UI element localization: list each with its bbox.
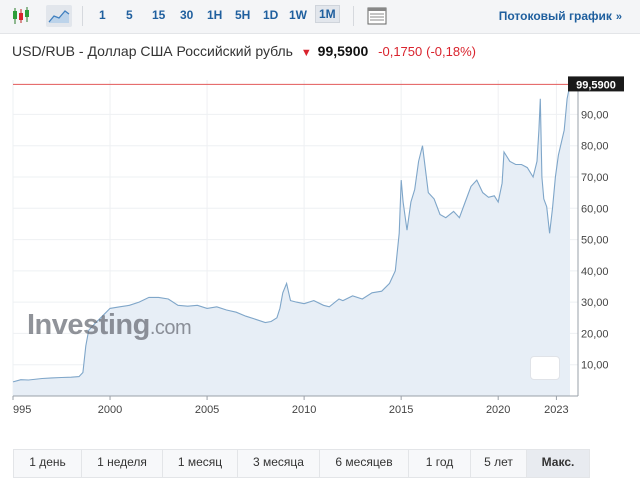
x-tick-label: 995 (13, 404, 31, 416)
investing-watermark-logo: Investing.com (27, 309, 192, 342)
y-tick-label: 10,00 (581, 360, 609, 372)
area-chart-icon[interactable] (46, 5, 72, 27)
last-price-box (568, 76, 624, 92)
y-tick-label: 20,00 (581, 328, 609, 340)
x-tick-label: 2005 (195, 404, 219, 416)
x-axis-labels: 995 2000 2005 2010 2015 2020 2023 (12, 396, 569, 416)
watermark-suffix: .com (149, 317, 192, 339)
y-tick-label: 70,00 (581, 172, 609, 184)
x-tick-label: 2015 (389, 404, 413, 416)
price-line (12, 84, 571, 383)
time-range-selector: 1 день 1 неделя 1 месяц 3 месяца 6 месяц… (13, 449, 590, 478)
last-price-label: 99,5900 (576, 79, 616, 91)
y-tick-label: 30,00 (581, 297, 609, 309)
timeframe-30[interactable]: 30 (180, 8, 194, 22)
last-price: 99,5900 (317, 43, 369, 59)
range-3-months[interactable]: 3 месяца (238, 450, 320, 477)
down-arrow-icon: ▼ (300, 47, 312, 59)
range-1-month[interactable]: 1 месяц (163, 450, 238, 477)
range-max[interactable]: Макс. (527, 450, 589, 477)
streaming-chart-label: Потоковый график (498, 9, 612, 23)
timeframe-5h[interactable]: 5H (235, 8, 251, 22)
y-tick-label: 80,00 (581, 141, 609, 153)
watermark-brand: Investing (27, 309, 150, 341)
x-tick-label: 2020 (486, 404, 510, 416)
reset-zoom-button[interactable] (530, 356, 560, 380)
candlestick-chart-icon[interactable] (8, 5, 34, 27)
instrument-name: USD/RUB - Доллар США Российский рубль (12, 43, 293, 59)
range-1-day[interactable]: 1 день (14, 450, 82, 477)
timeframe-5[interactable]: 5 (126, 8, 133, 22)
y-tick-label: 90,00 (581, 109, 609, 121)
double-chevron-right-icon: » (615, 11, 622, 23)
streaming-chart-link[interactable]: Потоковый график» (499, 9, 622, 23)
timeframe-1m[interactable]: 1M (315, 5, 340, 23)
toolbar-divider (353, 6, 354, 26)
x-tick-label: 2023 (544, 404, 568, 416)
timeframe-1d[interactable]: 1D (263, 8, 279, 22)
x-tick-label: 2010 (292, 404, 316, 416)
timeframe-1h[interactable]: 1H (207, 8, 223, 22)
y-tick-label: 60,00 (581, 203, 609, 215)
instrument-header: USD/RUB - Доллар США Российский рубль ▼ … (12, 43, 476, 59)
price-change: -0,1750 (378, 44, 423, 59)
price-change-percent: (-0,18%) (426, 44, 476, 59)
y-axis-labels: 10,00 20,00 30,00 40,00 50,00 60,00 70,00 80,00… (581, 109, 609, 371)
area-fill (13, 84, 570, 397)
range-1-week[interactable]: 1 неделя (82, 450, 163, 477)
range-6-months[interactable]: 6 месяцев (320, 450, 409, 477)
y-tick-label: 40,00 (581, 266, 609, 278)
last-price-marker: 99,5900 (568, 76, 624, 92)
x-tick-label: 2000 (98, 404, 122, 416)
chart-toolbar: 1 5 15 30 1H 5H 1D 1W 1M Потоковый графи… (0, 0, 640, 34)
price-chart[interactable]: 10,00 20,00 30,00 40,00 50,00 60,00 70,00 80,00… (0, 72, 640, 420)
range-5-years[interactable]: 5 лет (471, 450, 527, 477)
timeframe-1[interactable]: 1 (99, 8, 106, 22)
y-tick-label: 50,00 (581, 235, 609, 247)
timeframe-15[interactable]: 15 (152, 8, 166, 22)
toolbar-divider (82, 6, 83, 26)
timeframe-1w[interactable]: 1W (289, 8, 307, 22)
range-1-year[interactable]: 1 год (409, 450, 471, 477)
table-view-icon[interactable] (364, 5, 390, 27)
